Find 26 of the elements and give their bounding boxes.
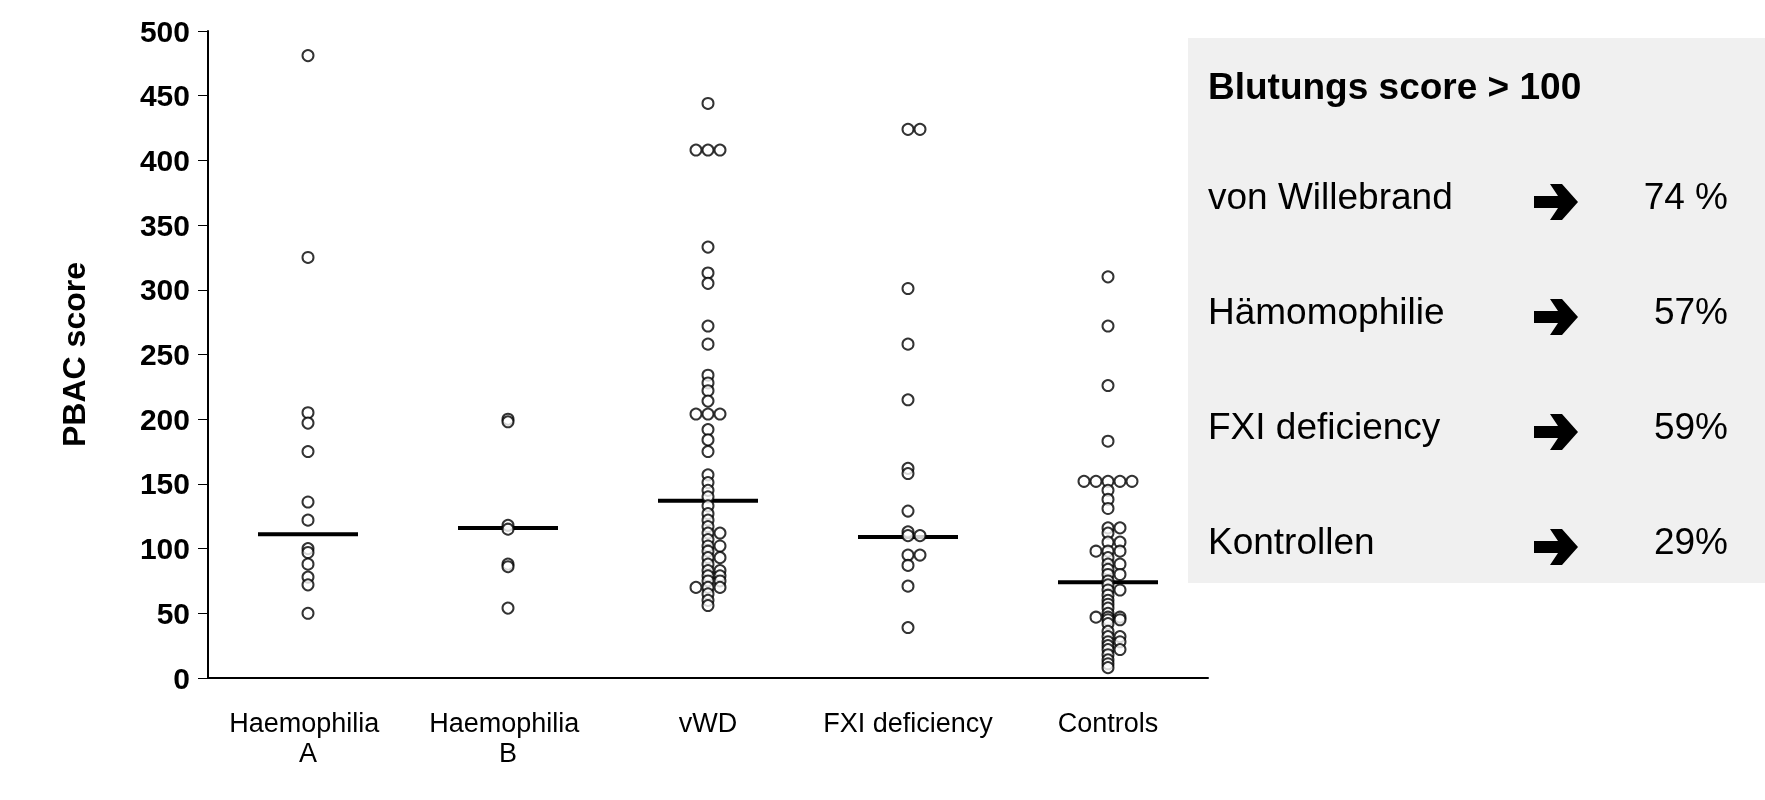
annotation: FXI deficiency: [1208, 406, 1441, 448]
annotation: Hämomophilie: [1208, 291, 1445, 333]
x-tick-label: FXI deficiency: [823, 708, 994, 738]
x-tick-label: Haemophilia B: [429, 708, 587, 768]
y-tick-label: 400: [139, 143, 190, 177]
y-tick-label: 100: [139, 532, 190, 566]
y-tick-label: 200: [139, 402, 190, 436]
y-tick-label: 250: [139, 338, 190, 371]
text: 59%: [1653, 406, 1728, 448]
annotation: von Willebrand: [1208, 176, 1453, 218]
y-tick-label: 0: [173, 661, 190, 695]
x-tick-label: Controls: [1057, 708, 1159, 738]
text: 74 %: [1643, 176, 1728, 218]
x-tick-label: vWD: [678, 708, 738, 738]
y-tick-label: 500: [139, 14, 190, 48]
y-tick-label: 450: [139, 79, 190, 113]
text: 57%: [1653, 291, 1728, 333]
x-tick-label: Haemophilia A: [229, 708, 387, 768]
y-tick-label: 150: [139, 467, 190, 501]
y-tick-label: 50: [156, 596, 190, 630]
text: 29%: [1653, 521, 1728, 563]
annotation: Kontrollen: [1208, 521, 1375, 563]
y-tick-label: 350: [139, 208, 190, 242]
y-tick-label: 300: [139, 273, 190, 307]
text: Blutungs score > 100: [1208, 66, 1582, 108]
y-axis-title: PBAC score: [56, 262, 92, 447]
